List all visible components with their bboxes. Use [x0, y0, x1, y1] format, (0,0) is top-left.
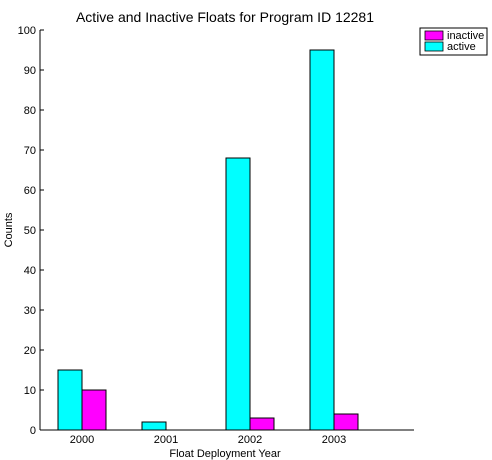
- y-tick-label: 20: [24, 345, 36, 357]
- legend-swatch-active: [424, 41, 444, 52]
- y-tick-label: 50: [24, 225, 36, 237]
- bar-active-2000: [57, 369, 83, 431]
- x-tick-label-2003: 2003: [322, 434, 346, 446]
- legend-swatch-inactive: [424, 30, 444, 41]
- y-tick-label: 100: [18, 25, 36, 37]
- legend-label-active: active: [447, 41, 476, 53]
- legend-label-inactive: inactive: [447, 30, 484, 42]
- y-tick-label: 70: [24, 145, 36, 157]
- y-tick-label: 10: [24, 385, 36, 397]
- y-tick-label: 40: [24, 265, 36, 277]
- y-ticks-group: 0 10 20 30 40 50 60 70 80 90 100: [18, 25, 44, 437]
- x-ticks-group: 2000 2001 2002 2003: [70, 426, 346, 446]
- y-tick-label: 80: [24, 105, 36, 117]
- x-axis-label: Float Deployment Year: [169, 448, 281, 460]
- bars-group: [57, 49, 359, 431]
- y-axis-label: Counts: [3, 212, 15, 247]
- x-tick-label-2002: 2002: [238, 434, 262, 446]
- y-tick-label: 0: [30, 425, 36, 437]
- bar-active-2002: [225, 157, 251, 431]
- bar-inactive-2000: [81, 389, 107, 431]
- bar-active-2001: [141, 421, 167, 431]
- bar-inactive-2003: [333, 413, 359, 431]
- y-tick-label: 90: [24, 65, 36, 77]
- y-tick-label: 60: [24, 185, 36, 197]
- chart-title: Active and Inactive Floats for Program I…: [76, 9, 374, 25]
- x-tick-label-2000: 2000: [70, 434, 94, 446]
- y-tick-label: 30: [24, 305, 36, 317]
- x-tick-label-2001: 2001: [154, 434, 178, 446]
- bar-inactive-2002: [249, 417, 275, 431]
- bar-active-2003: [309, 49, 335, 431]
